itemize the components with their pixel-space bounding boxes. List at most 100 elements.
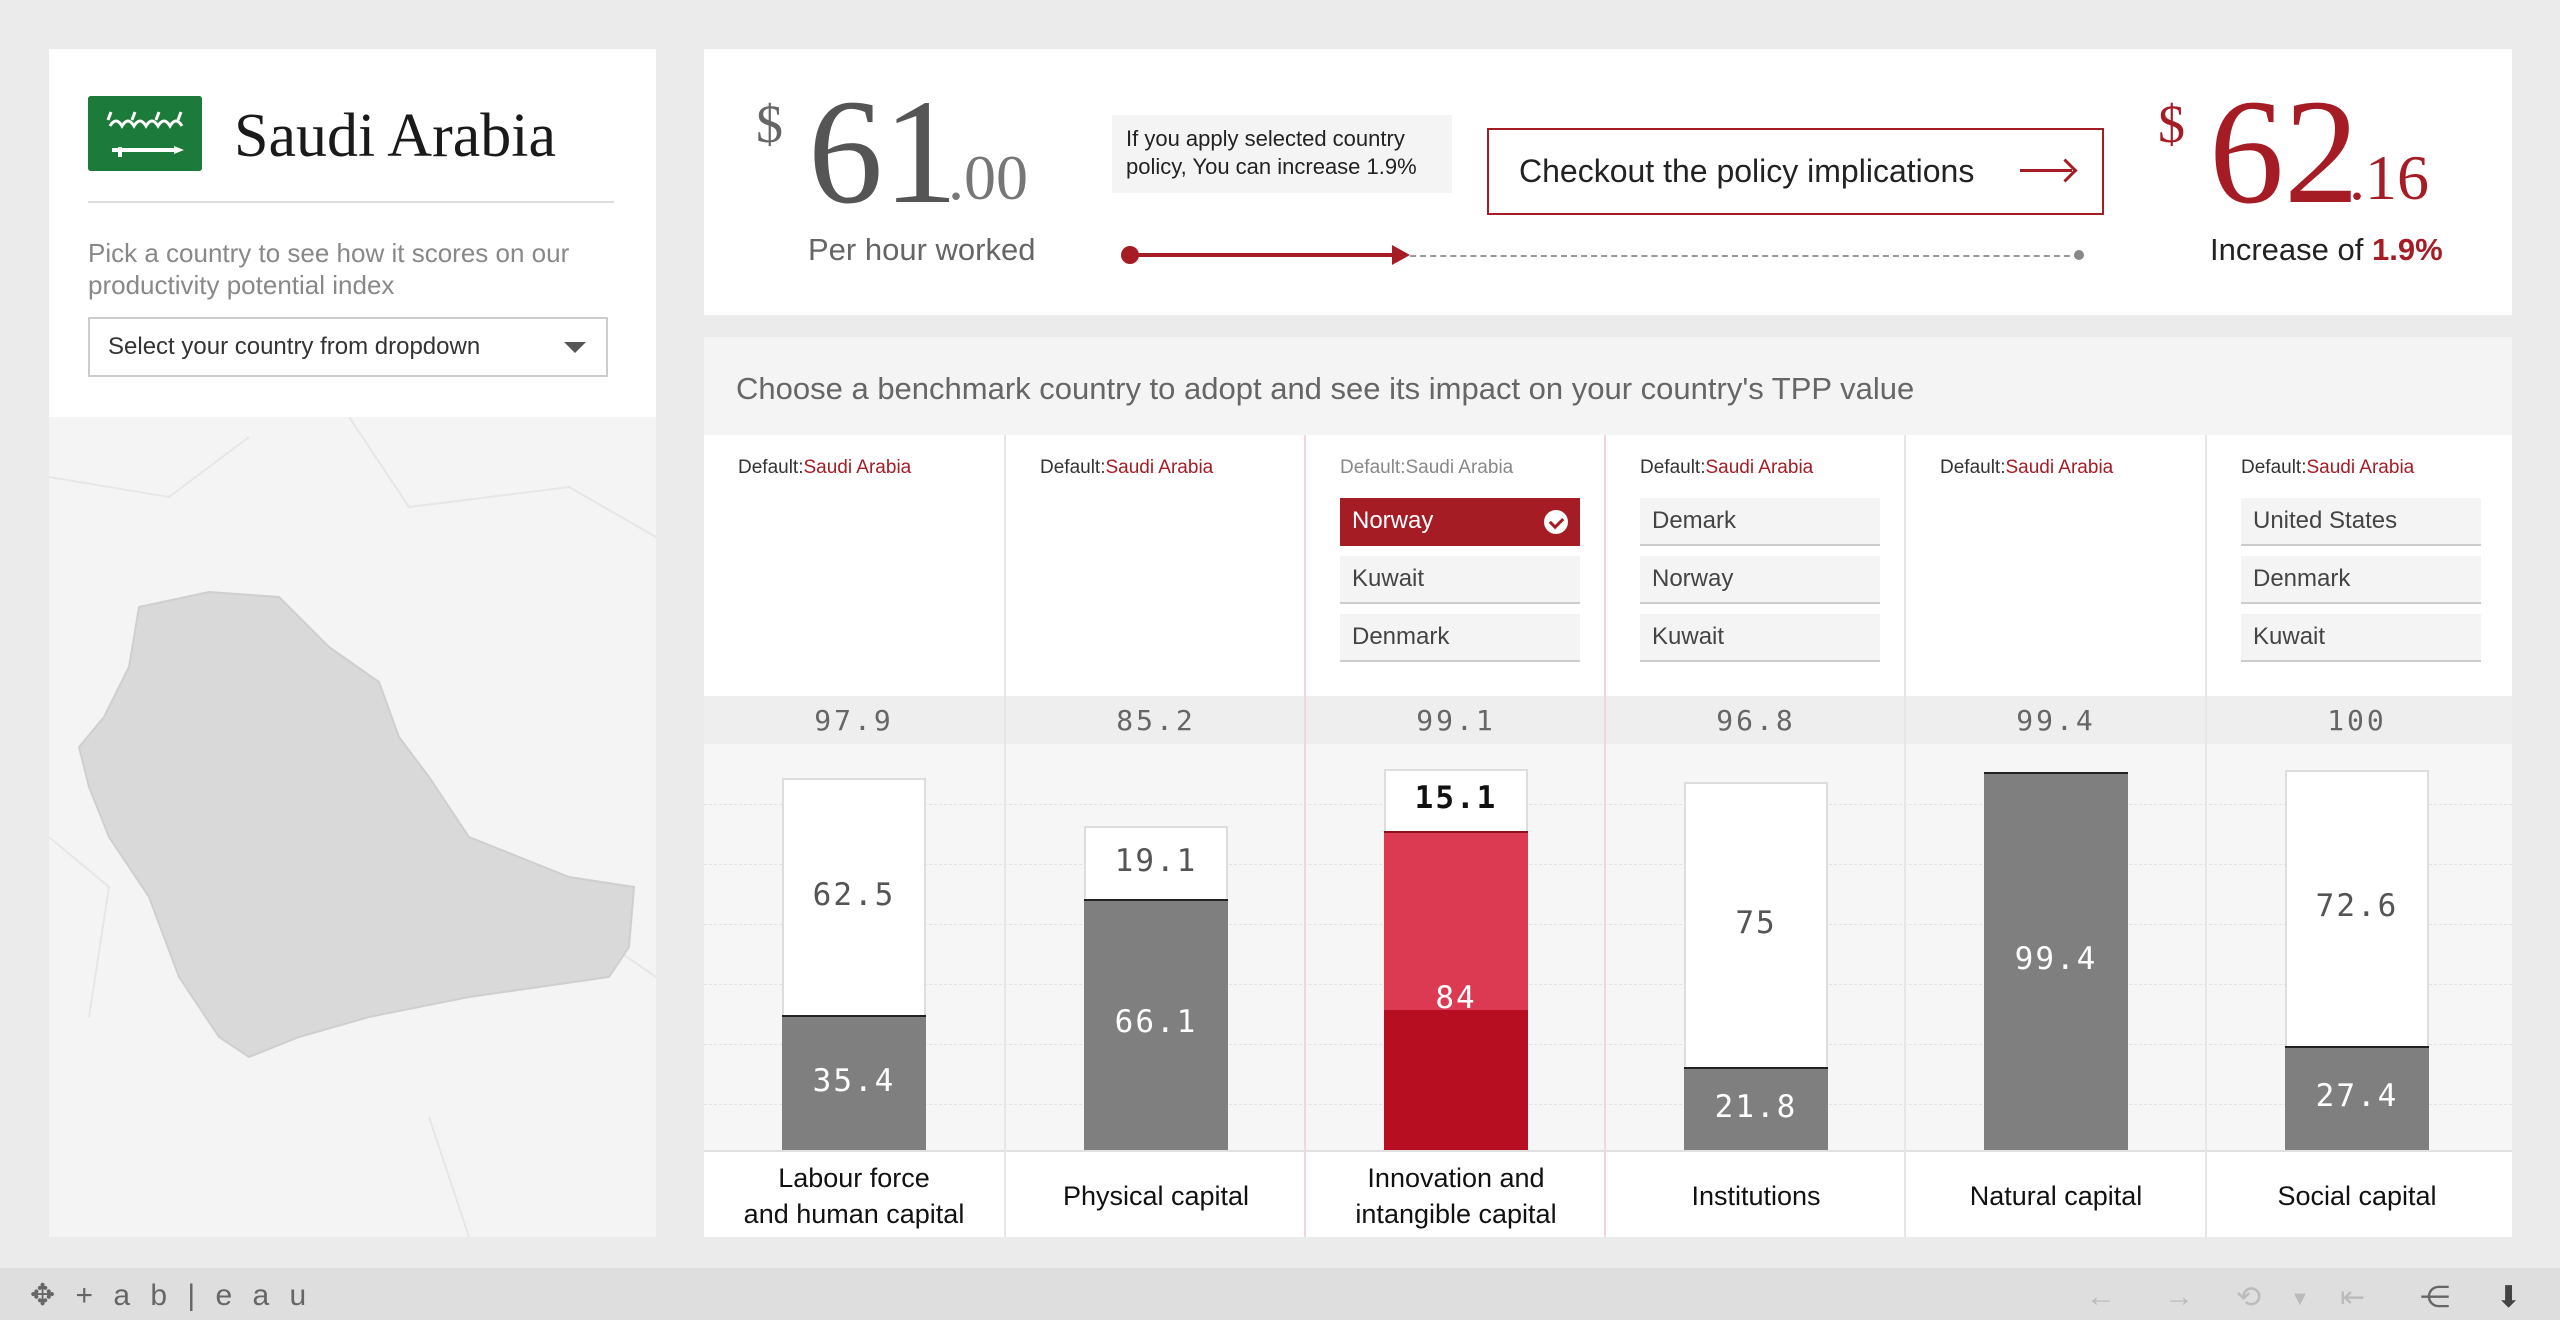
country-dropdown[interactable]: Select your country from dropdown [88,317,608,377]
back-icon[interactable]: ← [2086,1280,2116,1313]
bar-value-current: 35.4 [812,1062,896,1099]
benchmark-column: Default:Saudi Arabia [704,435,1004,1237]
benchmark-option[interactable]: Denmark [1340,614,1580,662]
default-country-name: Saudi Arabia [2306,457,2415,478]
bar-value-current: 66.1 [1114,1004,1198,1041]
tableau-footer: ✥ + a b | e a u ← → ⟲ ▼ ⇤ ⋲ ⬇ [0,1268,2560,1320]
country-header: Saudi Arabia Pick a country to see how i… [49,49,656,417]
revert-icon[interactable]: ⟲ [2236,1281,2262,1314]
benchmark-option-label: United States [2253,507,2398,534]
bar-value-current: 27.4 [2315,1077,2399,1114]
category-label-line: Social capital [2277,1181,2437,1211]
category-label: Natural capital [1906,1178,2206,1214]
stacked-bar[interactable] [2285,744,2429,1150]
category-label: Innovation and intangible capital [1306,1160,1606,1232]
benchmark-option[interactable]: Norway [1640,556,1880,604]
current-value-caption: Per hour worked [808,232,1036,267]
category-labels-row: Labour force and human capital Physical ca… [704,1150,2512,1237]
category-label-line: Labour force [778,1163,930,1193]
bar-value-current: 21.8 [1714,1088,1798,1125]
checkout-policy-button[interactable]: Checkout the policy implications [1487,128,2104,215]
benchmark-option[interactable]: Denmark [2241,556,2481,604]
bar-segment-current [1084,898,1228,1150]
tpp-stacked-bar-chart: 35.4 62.5 66.1 19.1 84 15.1 21.8 75 99.4 27.4 72.6 [704,744,2512,1150]
country-map[interactable] [49,417,656,1237]
default-prefix: Default: [1040,457,1106,478]
increase-percentage: 1.9% [2371,232,2443,267]
benchmark-option[interactable]: Kuwait [1640,614,1880,662]
default-country-name: Saudi Arabia [1705,457,1814,478]
reset-icon[interactable]: ⇤ [2340,1281,2366,1314]
increase-caption: Increase of 1.9% [2210,232,2443,268]
column-divider [1004,435,1006,1237]
current-dollar-sign: $ [756,94,783,154]
increase-slider[interactable] [1121,245,2084,265]
gridline [704,1104,2512,1105]
bar-value-gap: 62.5 [812,876,896,913]
category-label-line: intangible capital [1355,1199,1557,1229]
score-row: 97.9 85.2 99.1 96.8 99.4 100 [704,696,2512,744]
category-label: Social capital [2207,1178,2507,1214]
bar-segment-gap [2285,770,2429,1046]
bar-segment-gap [782,777,926,1016]
default-country-name: Saudi Arabia [803,457,912,478]
bar-value-gap: 15.1 [1414,779,1498,816]
default-prefix: Default: [738,457,804,478]
arrow-right-icon [2020,169,2072,172]
chevron-down-icon[interactable]: ▼ [2290,1288,2310,1310]
default-prefix: Default: [1340,457,1406,478]
benchmark-option-label: Kuwait [1352,565,1425,592]
bar-segment-base [1384,1010,1528,1150]
bar-segment-current [2285,1045,2429,1150]
stacked-bar[interactable] [1084,744,1228,1150]
bar-segment-gap [1384,768,1528,831]
tableau-logo[interactable]: ✥ + a b | e a u [30,1278,312,1313]
bar-value-gap: 72.6 [2315,887,2399,924]
slider-arrow-head[interactable] [1392,245,1410,265]
slider-track-remaining [1400,255,2080,257]
saudi-arabia-shape[interactable] [77,590,636,1059]
benchmark-option[interactable]: Norway [1340,498,1580,546]
slider-track-filled [1130,253,1400,257]
default-country-label: Default:Saudi Arabia [1940,457,2113,479]
default-country-label: Default:Saudi Arabia [1040,457,1213,479]
bar-segment-current [782,1015,926,1150]
column-divider [1904,435,1906,1237]
total-score-label: 96.8 [1716,704,1796,737]
forward-icon[interactable]: → [2164,1280,2194,1313]
current-value-decimal: .00 [948,142,1028,213]
stacked-bar[interactable] [1984,744,2128,1150]
tableau-brand-text: + a b | e a u [75,1279,313,1312]
benchmark-column: Default:Saudi Arabia United States Denmark… [2207,435,2507,1237]
column-divider [1304,435,1306,1237]
stacked-bar[interactable] [1684,744,1828,1150]
total-score-label: 100 [2327,704,2387,737]
stacked-bar[interactable] [782,744,926,1150]
bar-segment-improved [1384,830,1528,1010]
benchmark-option-label: Kuwait [1652,623,1725,650]
download-icon[interactable]: ⬇ [2496,1281,2522,1314]
category-label-line: Innovation and [1367,1163,1545,1193]
default-country-label: Default:Saudi Arabia [738,457,911,479]
tableau-cross-icon: ✥ [30,1279,62,1312]
default-country-label: Default:Saudi Arabia [2241,457,2414,479]
bar-segment-current [1984,772,2128,1150]
stacked-bar[interactable] [1384,744,1528,1150]
total-score-label: 99.1 [1416,704,1496,737]
benchmark-option[interactable]: Demark [1640,498,1880,546]
increase-caption-text: Increase of [2210,232,2372,267]
total-score-label: 85.2 [1116,704,1196,737]
benchmark-option-label: Denmark [1352,623,1450,650]
benchmark-option[interactable]: Kuwait [1340,556,1580,604]
country-panel: Saudi Arabia Pick a country to see how i… [49,49,656,1237]
benchmark-title: Choose a benchmark country to adopt and … [736,371,1915,406]
share-icon[interactable]: ⋲ [2420,1281,2450,1314]
category-label-line: Natural capital [1969,1181,2143,1211]
category-label-line: and human capital [743,1199,965,1229]
gridline [704,804,2512,805]
projected-dollar-sign: $ [2158,94,2185,154]
benchmark-option[interactable]: Kuwait [2241,614,2481,662]
total-score-label: 99.4 [2016,704,2096,737]
benchmark-column: Default:Saudi Arabia Demark Norway Kuwait [1606,435,1906,1237]
benchmark-option[interactable]: United States [2241,498,2481,546]
